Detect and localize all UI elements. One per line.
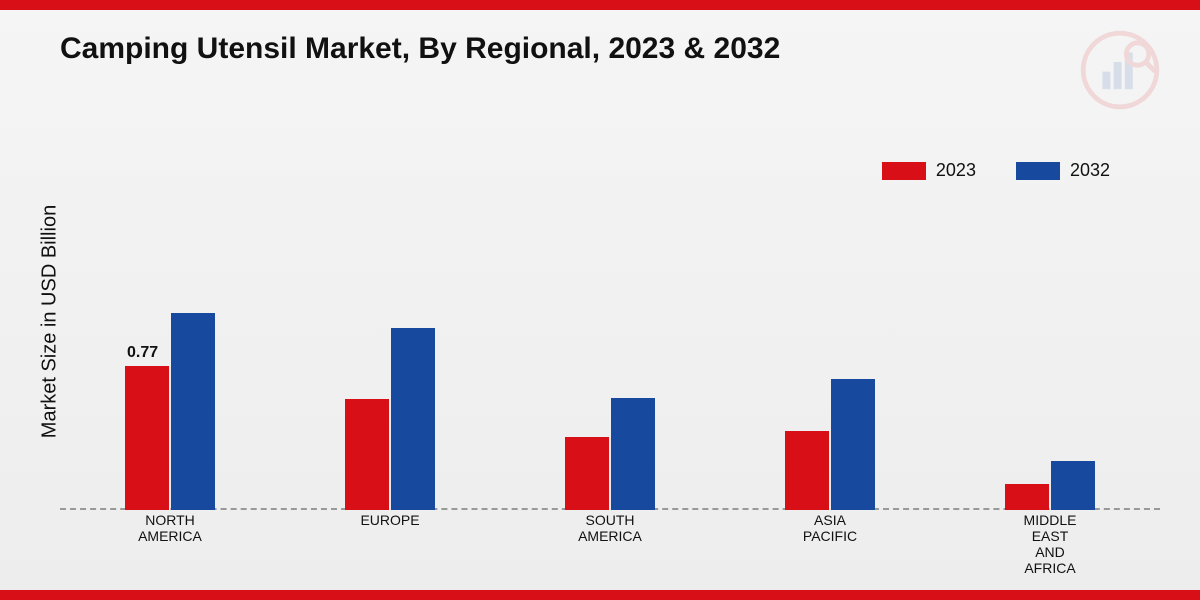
legend-item-2032: 2032 (1016, 160, 1110, 181)
category-labels: NORTH AMERICA EUROPE SOUTH AMERICA ASIA PAC… (60, 512, 1160, 572)
watermark-logo-icon (1080, 30, 1160, 110)
bar-2023 (785, 431, 829, 510)
plot-area: 0.77 (60, 210, 1160, 510)
legend-label-2023: 2023 (936, 160, 976, 181)
bar-2032 (831, 379, 875, 510)
chart-frame: Camping Utensil Market, By Regional, 202… (0, 0, 1200, 600)
value-label: 0.77 (127, 344, 158, 362)
category-label: SOUTH AMERICA (550, 512, 670, 572)
bar-group: 0.77 (125, 313, 215, 510)
bar-2023 (345, 399, 389, 510)
bar-2032 (611, 398, 655, 511)
bar-group (785, 379, 875, 510)
bar-group (1005, 461, 1095, 510)
bar-group (565, 398, 655, 511)
category-label: ASIA PACIFIC (770, 512, 890, 572)
bar-group (345, 328, 435, 510)
legend-label-2032: 2032 (1070, 160, 1110, 181)
bar-groups: 0.77 (60, 210, 1160, 510)
legend: 2023 2032 (882, 160, 1110, 181)
category-label: NORTH AMERICA (110, 512, 230, 572)
bar-2023 (565, 437, 609, 510)
chart-title: Camping Utensil Market, By Regional, 202… (60, 32, 780, 66)
y-axis-label: Market Size in USD Billion (39, 192, 62, 452)
category-label: MIDDLE EAST AND AFRICA (990, 512, 1110, 572)
legend-item-2023: 2023 (882, 160, 976, 181)
bar-2032 (391, 328, 435, 510)
legend-swatch-2023 (882, 162, 926, 180)
legend-swatch-2032 (1016, 162, 1060, 180)
category-label: EUROPE (330, 512, 450, 572)
bar-2032 (1051, 461, 1095, 510)
bar-2032 (171, 313, 215, 510)
bar-2023 (1005, 484, 1049, 510)
bar-2023 (125, 366, 169, 510)
